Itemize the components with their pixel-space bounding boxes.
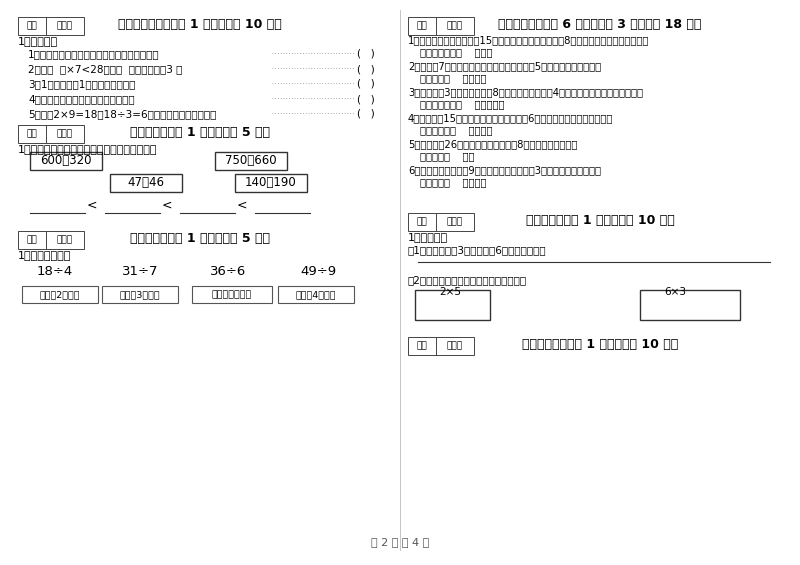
Text: 十一、附加题（共 1 大题，共计 10 分）: 十一、附加题（共 1 大题，共计 10 分） (522, 338, 678, 351)
Text: 答：每个班分得    个乒乓球。: 答：每个班分得 个乒乓球。 (420, 99, 505, 109)
Bar (18, 17, 84, 35)
Bar (408, 337, 474, 355)
Text: 6×3: 6×3 (664, 287, 686, 297)
Text: 750－660: 750－660 (225, 154, 277, 167)
Text: 评卷人: 评卷人 (447, 21, 463, 31)
Bar (30, 152, 102, 170)
Bar (408, 17, 474, 35)
Bar (18, 231, 84, 249)
Text: 36÷6: 36÷6 (210, 265, 246, 278)
Text: 余数是2的算式: 余数是2的算式 (40, 290, 80, 299)
Text: 第 2 页 共 4 页: 第 2 页 共 4 页 (371, 537, 429, 547)
Bar (192, 286, 272, 303)
Text: 3．1千克铁条和1千克木条一样重。: 3．1千克铁条和1千克木条一样重。 (28, 79, 135, 89)
Text: 余数是4的算式: 余数是4的算式 (296, 290, 336, 299)
Text: (   ): ( ) (357, 49, 374, 59)
Text: 1、用线连一连。: 1、用线连一连。 (18, 250, 71, 260)
Text: 得分: 得分 (417, 21, 427, 31)
Text: 五、判断对与错（共 1 大题，共计 10 分）: 五、判断对与错（共 1 大题，共计 10 分） (118, 18, 282, 31)
Text: 评卷人: 评卷人 (57, 21, 73, 31)
Text: 49÷9: 49÷9 (300, 265, 336, 278)
Text: （1）、画一条比3厘米长，比6厘米短的线段。: （1）、画一条比3厘米长，比6厘米短的线段。 (408, 245, 546, 255)
Text: 得分: 得分 (26, 21, 38, 31)
Text: <: < (237, 199, 247, 212)
Text: 47＋46: 47＋46 (127, 176, 165, 189)
Bar (110, 174, 182, 192)
Text: 评卷人: 评卷人 (57, 236, 73, 245)
Text: 1、判一判。: 1、判一判。 (18, 36, 58, 46)
Text: 评卷人: 评卷人 (57, 129, 73, 138)
Text: 评卷人: 评卷人 (447, 341, 463, 350)
Text: 4．称物体的质量可以用天平和米尺。: 4．称物体的质量可以用天平和米尺。 (28, 94, 134, 104)
Text: 2×5: 2×5 (439, 287, 461, 297)
Text: 5．计算2×9=18和18÷3=6用的是同一句乘法口诀。: 5．计算2×9=18和18÷3=6用的是同一句乘法口诀。 (28, 109, 216, 119)
Text: 31÷7: 31÷7 (122, 265, 158, 278)
Text: 答：白熊有    只。: 答：白熊有 只。 (420, 151, 474, 161)
Bar (415, 290, 490, 320)
Text: 评卷人: 评卷人 (447, 218, 463, 227)
Text: 140＋190: 140＋190 (245, 176, 297, 189)
Text: 六、比一比（共 1 大题，共计 5 分）: 六、比一比（共 1 大题，共计 5 分） (130, 126, 270, 139)
Text: <: < (86, 199, 98, 212)
Text: (   ): ( ) (357, 109, 374, 119)
Text: 600－320: 600－320 (40, 154, 92, 167)
Bar (22, 286, 98, 303)
Bar (215, 152, 287, 170)
Text: 八、解决问题（共 6 小题，每题 3 分，共计 18 分）: 八、解决问题（共 6 小题，每题 3 分，共计 18 分） (498, 18, 702, 31)
Text: 1．一个数的最高位是万位，这个数是四位数。: 1．一个数的最高位是万位，这个数是四位数。 (28, 49, 160, 59)
Text: 6、有两群猴子，每群9只，现把它们平均分成3组，每组有几只猴子？: 6、有两群猴子，每群9只，现把它们平均分成3组，每组有几只猴子？ (408, 165, 601, 175)
Text: 答：二班节约了    张纸。: 答：二班节约了 张纸。 (420, 47, 493, 57)
Text: 十、综合题（共 1 大题，共计 10 分）: 十、综合题（共 1 大题，共计 10 分） (526, 214, 674, 227)
Text: 得分: 得分 (417, 218, 427, 227)
Text: (   ): ( ) (357, 79, 374, 89)
Text: <: < (162, 199, 172, 212)
Text: 1、上手工课，一班节约了15张纸，二班比一班多节约了8张纸，二班节约了多少张纸？: 1、上手工课，一班节约了15张纸，二班比一班多节约了8张纸，二班节约了多少张纸？ (408, 35, 650, 45)
Text: 答：小明有    张图片。: 答：小明有 张图片。 (420, 73, 486, 83)
Text: 2、小明有7张图片，小明的图片张数是小明的5倍，小明有几张图片？: 2、小明有7张图片，小明的图片张数是小明的5倍，小明有几张图片？ (408, 61, 601, 71)
Text: 3、学校买回3盒乒乓球，每盒8个，平均发给二年级4个班，每个班分得几个乒乓球？: 3、学校买回3盒乒乓球，每盒8个，平均发给二年级4个班，每个班分得几个乒乓球？ (408, 87, 643, 97)
Text: 18÷4: 18÷4 (37, 265, 73, 278)
Bar (278, 286, 354, 303)
Bar (408, 213, 474, 231)
Text: 答：每组有    只猴子。: 答：每组有 只猴子。 (420, 177, 486, 187)
Text: 没有余数的算式: 没有余数的算式 (212, 290, 252, 299)
Bar (102, 286, 178, 303)
Text: (   ): ( ) (357, 94, 374, 104)
Text: 七、连一连（共 1 大题，共计 5 分）: 七、连一连（共 1 大题，共计 5 分） (130, 232, 270, 245)
Text: 1、把下列算式按得数大小，从小到大排一行。: 1、把下列算式按得数大小，从小到大排一行。 (18, 144, 158, 154)
Text: (   ): ( ) (357, 64, 374, 74)
Text: 得分: 得分 (26, 236, 38, 245)
Text: 5、动物园有26只黑熊，黑熊比白熊多8只，白熊有多少只？: 5、动物园有26只黑熊，黑熊比白熊多8只，白熊有多少只？ (408, 139, 578, 149)
Text: （2）、用你喜欢的图形来表示下列算式。: （2）、用你喜欢的图形来表示下列算式。 (408, 275, 527, 285)
Text: 得分: 得分 (26, 129, 38, 138)
Text: 答：一共买了    个水果。: 答：一共买了 个水果。 (420, 125, 493, 135)
Text: 余数是3的算式: 余数是3的算式 (120, 290, 160, 299)
Bar (18, 125, 84, 143)
Text: 得分: 得分 (417, 341, 427, 350)
Bar (640, 290, 740, 320)
Text: 2．在（  ）×7<28中，（  ）里最大应填3 ．: 2．在（ ）×7<28中，（ ）里最大应填3 ． (28, 64, 182, 74)
Bar (235, 174, 307, 192)
Text: 1、实践员。: 1、实践员。 (408, 232, 448, 242)
Text: 4、妈妈买了15个苹果，买的橘子比苹果少6个，同一共买了多少个水果？: 4、妈妈买了15个苹果，买的橘子比苹果少6个，同一共买了多少个水果？ (408, 113, 614, 123)
